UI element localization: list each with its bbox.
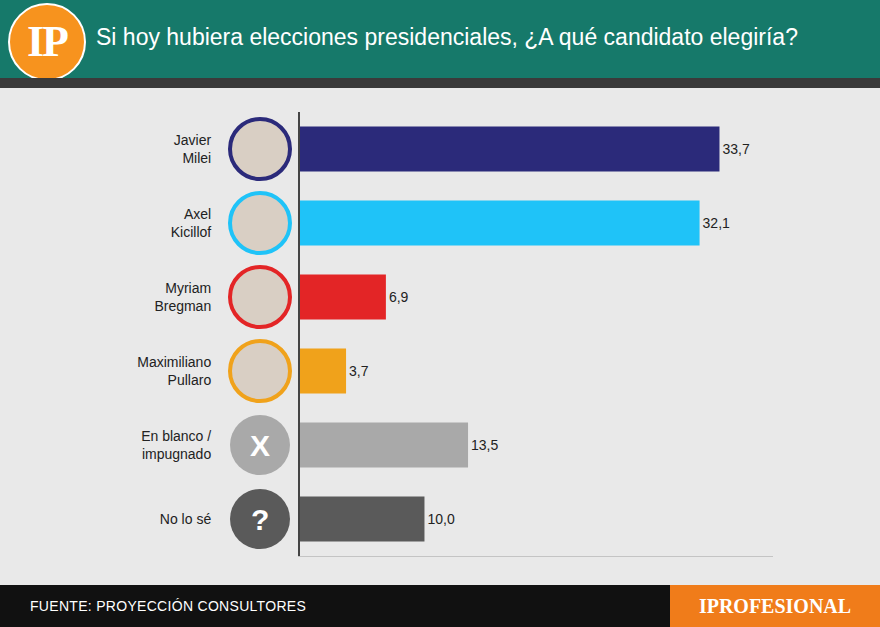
html-text:IP: IP bbox=[27, 17, 67, 66]
svg-text:?: ? bbox=[251, 503, 269, 536]
svg-text:AxelKicillof: AxelKicillof bbox=[171, 206, 212, 240]
svg-text:32,1: 32,1 bbox=[703, 215, 730, 231]
svg-text:X: X bbox=[250, 429, 270, 462]
svg-text:6,9: 6,9 bbox=[389, 289, 409, 305]
svg-text:MaximilianoPullaro: MaximilianoPullaro bbox=[137, 354, 211, 388]
svg-text:13,5: 13,5 bbox=[471, 437, 498, 453]
svg-text:No lo sé: No lo sé bbox=[160, 511, 212, 527]
svg-text:En blanco /impugnado: En blanco /impugnado bbox=[141, 428, 211, 462]
html-text:Si hoy hubiera elecciones pres: Si hoy hubiera elecciones presidenciales… bbox=[96, 24, 798, 50]
svg-text:33,7: 33,7 bbox=[722, 141, 749, 157]
html-text:FUENTE: PROYECCIÓN CONSULTORES: FUENTE: PROYECCIÓN CONSULTORES bbox=[30, 598, 307, 614]
svg-text:3,7: 3,7 bbox=[349, 363, 369, 379]
svg-text:MyriamBregman: MyriamBregman bbox=[154, 280, 211, 314]
svg-text:JavierMilei: JavierMilei bbox=[174, 132, 212, 166]
html-text:IPROFESIONAL: IPROFESIONAL bbox=[698, 595, 852, 617]
svg-text:10,0: 10,0 bbox=[427, 511, 454, 527]
